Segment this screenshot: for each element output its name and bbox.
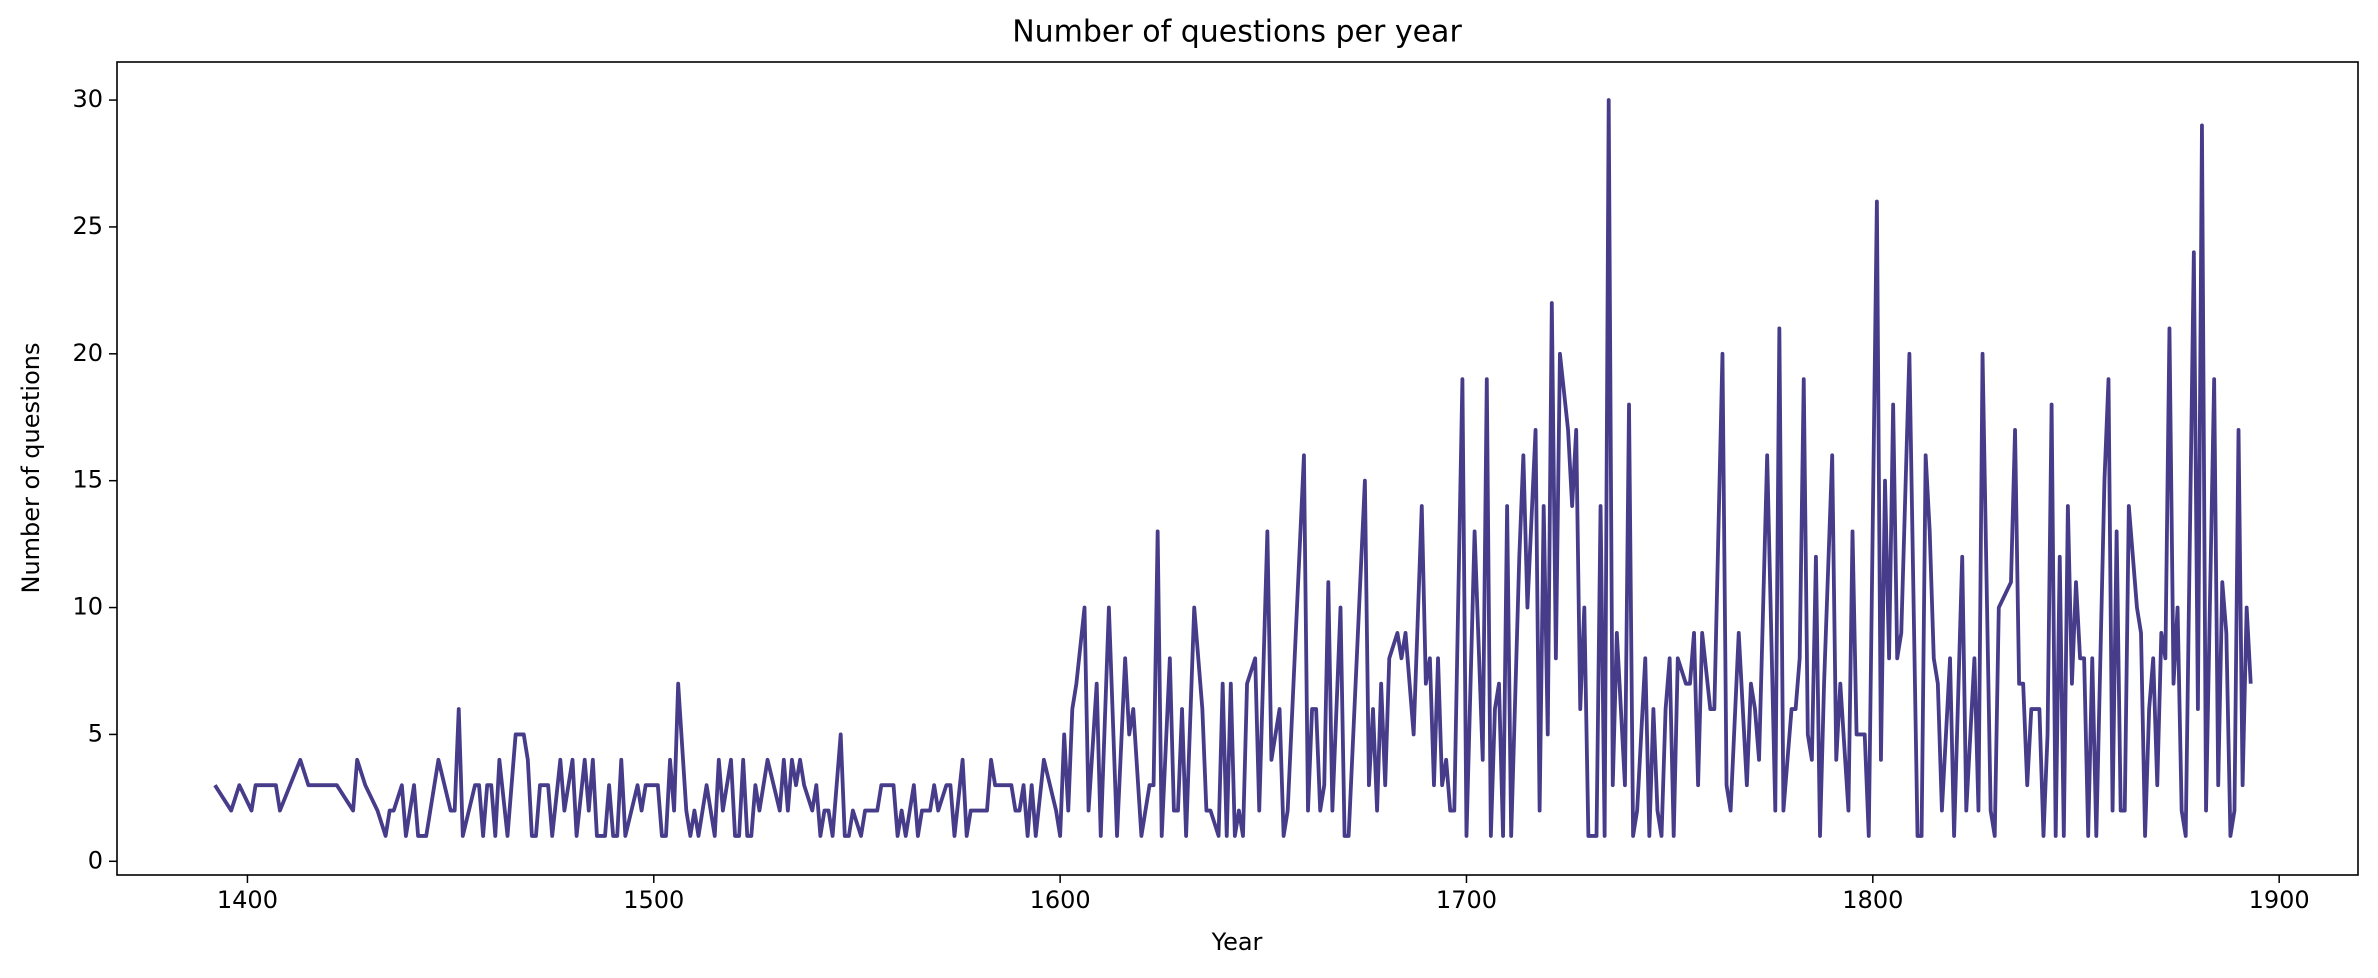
y-tick-label: 10 xyxy=(72,593,103,621)
y-tick-label: 20 xyxy=(72,339,103,367)
x-tick-label: 1400 xyxy=(217,886,278,914)
x-tick-label: 1800 xyxy=(1842,886,1903,914)
x-axis-label: Year xyxy=(1211,928,1263,956)
y-tick-label: 15 xyxy=(72,466,103,494)
chart-title: Number of questions per year xyxy=(1012,15,1462,50)
y-tick-label: 5 xyxy=(88,719,103,747)
x-tick-label: 1500 xyxy=(623,886,684,914)
x-tick-label: 1700 xyxy=(1436,886,1497,914)
y-axis-label: Number of questions xyxy=(17,343,45,594)
plot-frame xyxy=(116,61,2359,876)
y-tick-label: 25 xyxy=(72,212,103,240)
x-tick-label: 1900 xyxy=(2249,886,2310,914)
data-line xyxy=(213,98,2253,838)
x-tick-label: 1600 xyxy=(1030,886,1091,914)
y-tick-label: 30 xyxy=(72,85,103,113)
y-tick-label: 0 xyxy=(88,846,103,874)
